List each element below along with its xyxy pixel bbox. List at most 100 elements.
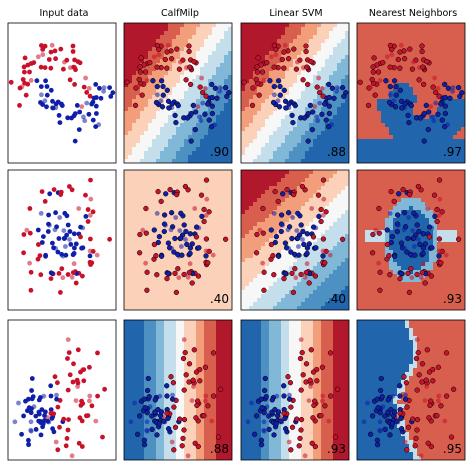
data-point	[313, 245, 319, 251]
data-point	[28, 427, 34, 433]
data-point	[320, 393, 326, 399]
data-point	[398, 426, 405, 432]
data-point	[170, 392, 175, 398]
data-point	[160, 83, 166, 90]
data-point	[319, 364, 326, 370]
data-point	[169, 224, 176, 230]
data-point	[253, 76, 259, 83]
data-point	[132, 102, 139, 109]
data-point	[317, 89, 323, 96]
data-point	[48, 407, 54, 412]
data-point	[50, 98, 55, 104]
data-point	[72, 82, 77, 87]
data-point	[318, 412, 324, 419]
data-point	[141, 442, 148, 448]
data-point	[386, 253, 392, 259]
data-point	[57, 215, 63, 220]
data-point	[389, 421, 395, 427]
data-point	[212, 122, 218, 128]
data-point	[71, 261, 77, 267]
data-point	[159, 104, 166, 110]
data-point	[420, 245, 427, 251]
data-point	[401, 374, 407, 380]
data-point	[183, 228, 189, 235]
data-point	[320, 248, 326, 254]
accuracy-score: .88	[210, 442, 229, 456]
data-point	[183, 77, 189, 83]
data-point	[311, 398, 318, 404]
data-point	[292, 102, 298, 109]
data-point	[62, 210, 68, 216]
data-point	[79, 398, 84, 404]
data-point	[376, 260, 381, 266]
data-point	[87, 253, 93, 259]
data-point	[76, 127, 82, 132]
col-title-calfmilp: CalfMilp	[161, 8, 199, 19]
data-point	[377, 269, 383, 275]
data-point	[184, 241, 190, 248]
data-point	[369, 250, 376, 256]
data-point	[392, 104, 399, 110]
col-title-input-data: Input data	[39, 8, 88, 19]
data-point	[435, 111, 441, 117]
data-point	[334, 85, 340, 90]
data-point	[375, 405, 381, 411]
data-point	[295, 59, 300, 65]
col-title-nearest-neighbors: Nearest Neighbors	[369, 8, 457, 19]
data-point	[50, 105, 56, 111]
data-point	[316, 75, 321, 81]
data-point	[254, 64, 260, 70]
data-point	[209, 94, 215, 101]
data-point	[298, 271, 304, 278]
panel-frame	[123, 22, 233, 164]
data-point	[154, 42, 161, 49]
data-point	[296, 244, 301, 249]
data-point	[62, 59, 67, 65]
data-point	[417, 241, 423, 248]
data-point	[447, 95, 453, 101]
data-point	[199, 213, 205, 220]
data-point	[45, 229, 51, 234]
data-point	[426, 224, 433, 230]
data-point	[312, 104, 318, 109]
data-point	[387, 432, 393, 438]
data-point	[79, 444, 85, 449]
data-point	[151, 241, 158, 248]
data-point	[194, 398, 201, 404]
data-point	[20, 77, 26, 82]
data-point	[56, 271, 62, 276]
data-point	[53, 101, 59, 107]
data-point	[270, 253, 276, 259]
data-point	[93, 82, 99, 87]
data-point	[167, 186, 173, 193]
data-point	[442, 418, 448, 424]
data-point	[175, 102, 181, 109]
data-point	[164, 65, 170, 71]
panel-frame	[123, 169, 233, 311]
data-point	[163, 222, 168, 228]
data-point	[455, 236, 462, 242]
points	[12, 337, 107, 459]
data-point	[455, 84, 462, 91]
data-point	[388, 188, 394, 195]
data-point	[50, 240, 55, 246]
data-point	[260, 230, 266, 236]
data-point	[181, 416, 188, 423]
data-point	[405, 112, 411, 119]
data-point	[401, 210, 408, 216]
data-point	[323, 209, 329, 215]
data-point	[305, 110, 311, 117]
data-point	[39, 240, 45, 245]
data-point	[48, 65, 54, 71]
data-point	[420, 261, 426, 267]
data-point	[55, 249, 61, 255]
data-point	[278, 212, 285, 218]
data-point	[151, 54, 157, 60]
data-point	[143, 260, 149, 266]
accuracy-score: .93	[327, 442, 346, 456]
data-point	[252, 84, 258, 90]
data-point	[436, 236, 443, 242]
data-point	[273, 233, 280, 240]
data-point	[311, 402, 317, 409]
data-point	[309, 206, 315, 211]
